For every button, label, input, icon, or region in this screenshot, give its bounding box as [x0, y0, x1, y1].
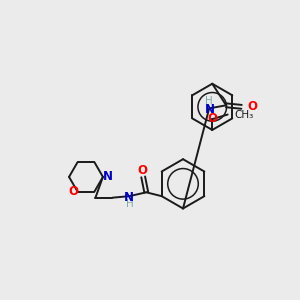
Text: CH₃: CH₃: [235, 110, 254, 119]
Text: O: O: [207, 112, 217, 125]
Text: O: O: [68, 185, 78, 198]
Text: O: O: [137, 164, 147, 177]
Text: N: N: [205, 103, 215, 116]
Text: N: N: [103, 170, 112, 183]
Text: O: O: [247, 100, 257, 113]
Text: H: H: [205, 96, 212, 106]
Text: H: H: [126, 199, 134, 209]
Text: N: N: [124, 191, 134, 204]
